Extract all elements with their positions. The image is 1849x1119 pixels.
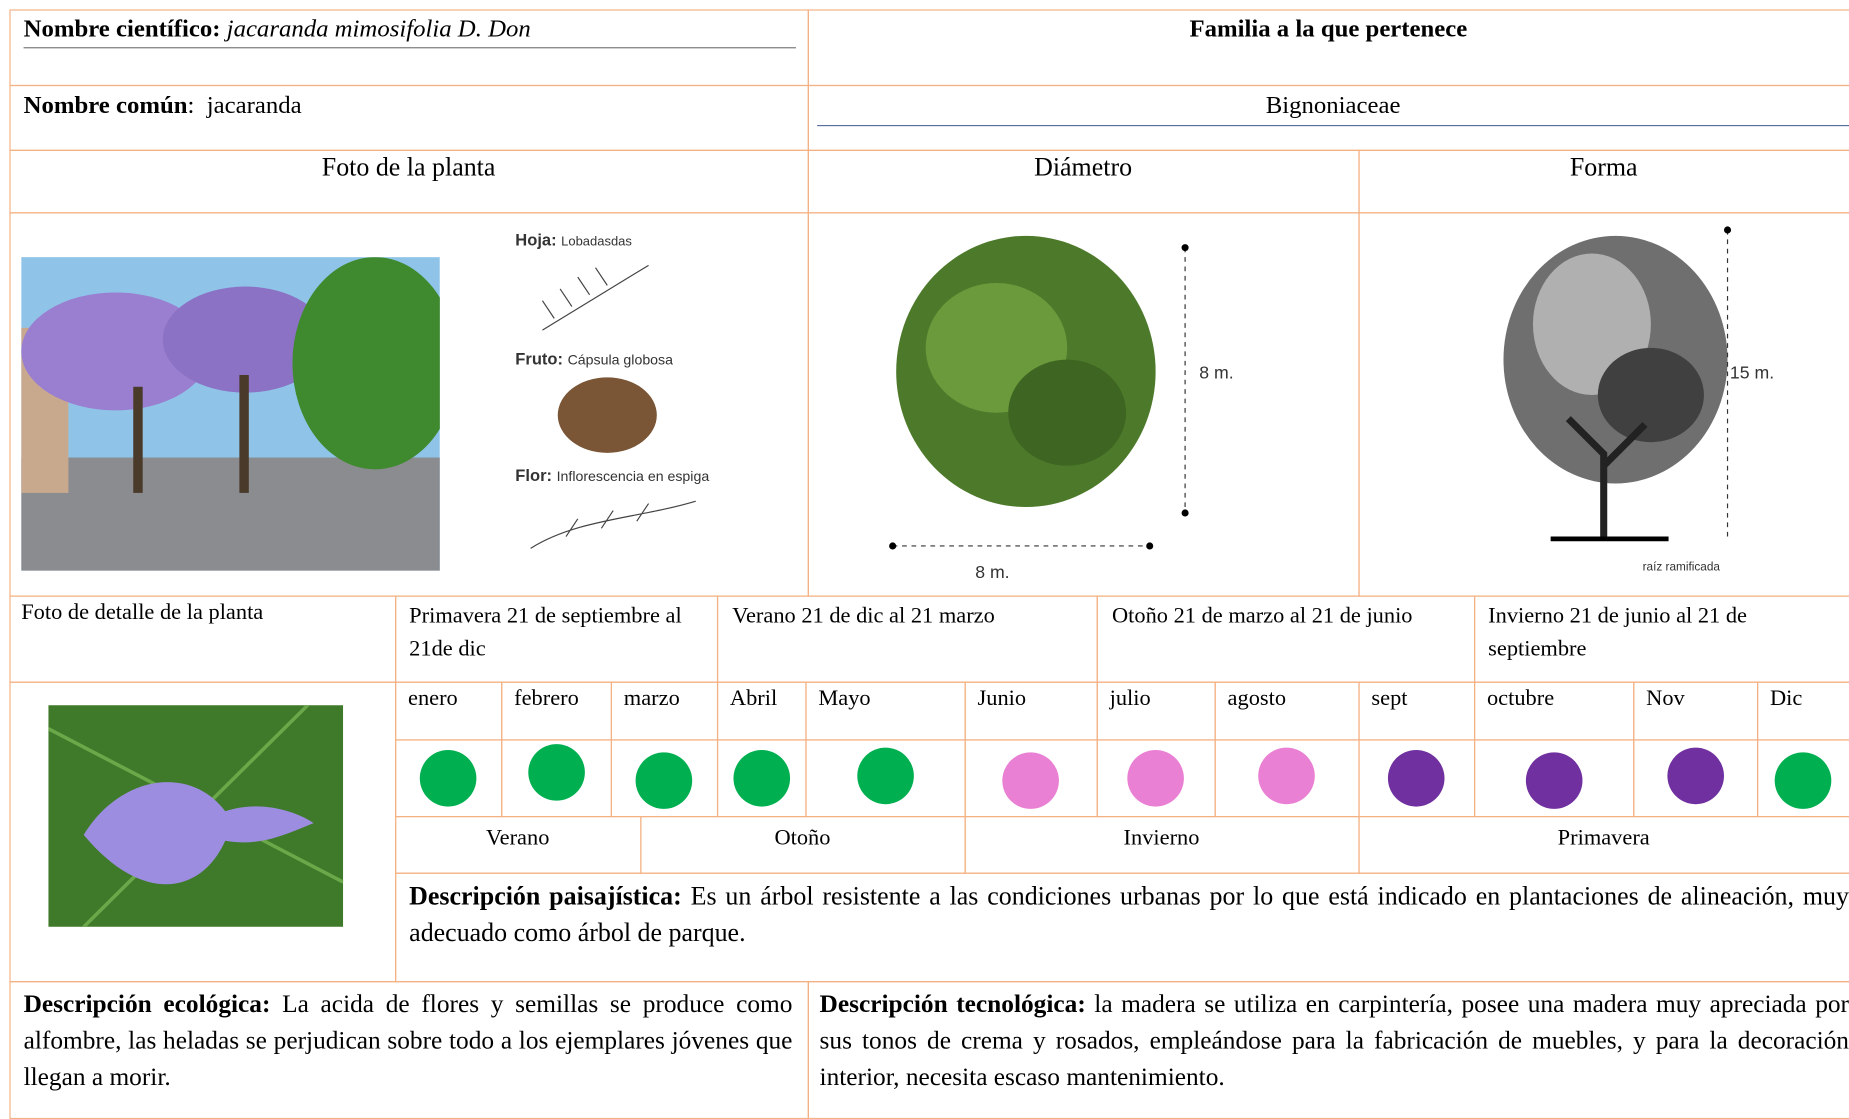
label: Nombre científico: [23, 14, 221, 43]
month-dot [527, 744, 585, 801]
technological-description: Descripción tecnológica: la madera se ut… [820, 986, 1849, 1096]
ecological-description: Descripción ecológica: La acida de flore… [24, 986, 793, 1096]
month-label: octubre [1486, 686, 1555, 712]
plant-photo [21, 257, 440, 571]
label: Descripción tecnológica: [819, 989, 1086, 1018]
value: jacaranda mimosifolia D. Don [226, 14, 531, 43]
month-dot [1387, 749, 1445, 807]
image-caption: Fruto: Cápsula globosa [515, 349, 673, 368]
month-dot [1774, 752, 1832, 809]
season-band: Otoño [774, 825, 831, 851]
section-title: Diámetro [1034, 152, 1133, 182]
scientific-name-field: Nombre científico: jacaranda mimosifolia… [23, 14, 796, 49]
month-label: sept [1371, 686, 1408, 712]
month-dot [1002, 752, 1059, 809]
image-caption: Flor: Inflorescencia en espiga [515, 467, 715, 485]
season-band: Verano [485, 825, 550, 851]
month-label: agosto [1227, 686, 1287, 712]
section-title: Foto de detalle de la planta [21, 600, 264, 625]
month-dot [856, 747, 914, 805]
month-label: febrero [514, 686, 579, 712]
month-label: Mayo [818, 686, 871, 712]
botanical-sketch [530, 264, 696, 549]
text: Cápsula globosa [567, 351, 674, 368]
image-caption: Hoja: Lobadasdas [515, 230, 632, 249]
family-label: Familia a la que pertenece [1189, 14, 1468, 43]
month-dot [732, 749, 790, 807]
text: La acida de flores y semillas se produce… [23, 989, 793, 1091]
season-range: Verano 21 de dic al 21 marzo [732, 603, 995, 629]
dimension-label: 8 m. [975, 562, 1010, 583]
month-label: marzo [623, 686, 680, 712]
month-dot [419, 749, 477, 807]
value: : jacaranda [187, 90, 302, 120]
month-label: Nov [1646, 686, 1685, 712]
season-band: Primavera [1557, 825, 1650, 851]
month-dot [1258, 747, 1315, 805]
landscape-description: Descripción paisajística: Es un árbol re… [409, 877, 1849, 950]
month-label: Abril [729, 686, 778, 712]
diameter-figure [889, 235, 1189, 550]
label: Hoja: [515, 229, 557, 249]
month-dot [1127, 749, 1184, 807]
common-name-field: Nombre común: jacaranda [24, 91, 302, 120]
paragraph: Descripción paisajística: Es un árbol re… [409, 877, 1849, 950]
label: Fruto: [515, 349, 563, 368]
section-title: Foto de la planta [321, 152, 496, 182]
label: Nombre común [23, 90, 188, 120]
season-range: Primavera 21 de septiembre al 21de dic [409, 603, 682, 662]
month-dot [1666, 747, 1724, 805]
season-range: Otoño 21 de marzo al 21 de junio [1111, 603, 1413, 629]
month-label: Dic [1769, 686, 1803, 712]
season-range: Invierno 21 de junio al 21 de septiembre [1488, 603, 1748, 662]
month-dot [1525, 752, 1582, 809]
month-dot [635, 752, 693, 809]
text: Es un árbol resistente a las condiciones… [409, 880, 1849, 947]
dimension-label: 8 m. [1199, 363, 1234, 384]
label: Descripción ecológica: [23, 989, 271, 1018]
flower-photo [48, 705, 344, 927]
section-title: Forma [1569, 152, 1638, 182]
family-value: Bignoniaceae [817, 91, 1849, 127]
shape-figure [1503, 226, 1732, 542]
month-label: Junio [977, 686, 1027, 712]
label: Flor: [515, 465, 552, 485]
text: Inflorescencia en espiga [556, 468, 710, 485]
season-band: Invierno [1123, 825, 1200, 851]
label: Descripción paisajística: [409, 880, 682, 911]
month-label: julio [1109, 686, 1151, 712]
dimension-label: raíz ramificada [1642, 561, 1720, 575]
month-label: enero [408, 686, 458, 712]
text: Lobadasdas [561, 234, 632, 249]
text: la madera se utiliza en carpintería, pos… [819, 989, 1849, 1091]
dimension-label: 15 m. [1729, 363, 1775, 384]
